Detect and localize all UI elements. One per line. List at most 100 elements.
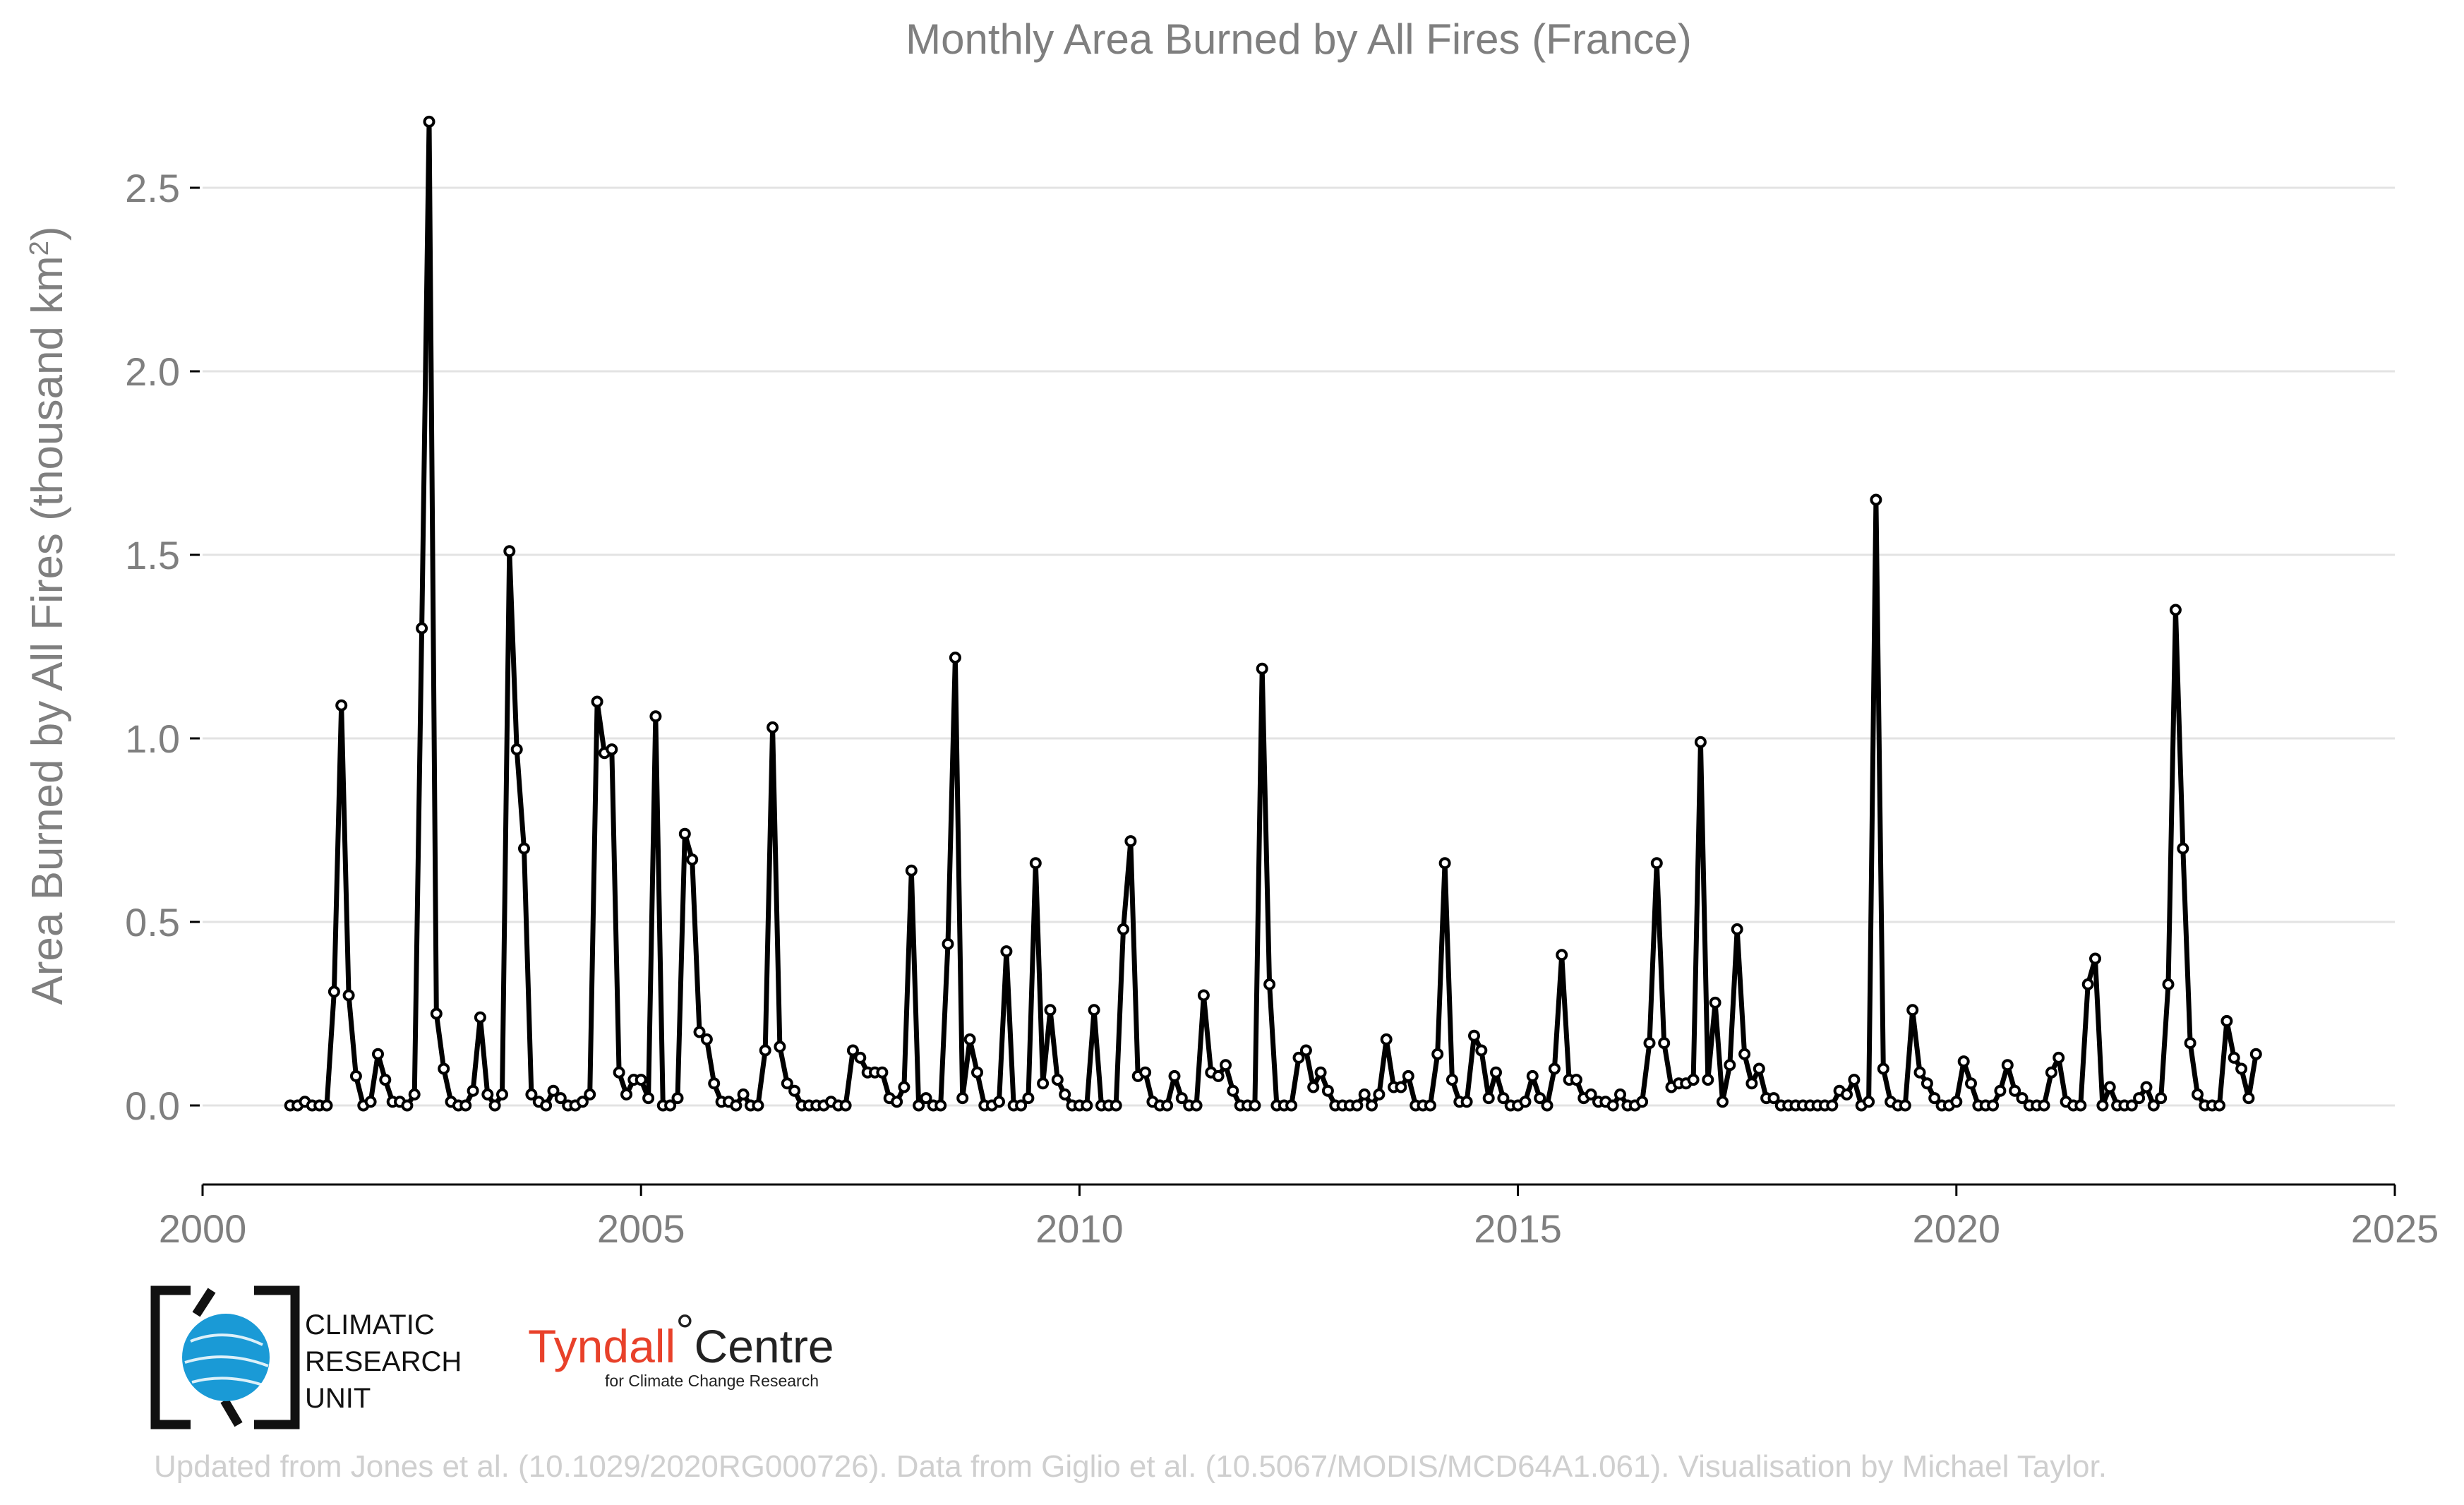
data-point-164 [1482,1092,1495,1105]
data-point-94 [971,1066,983,1079]
tyndall-name-dark: Centre [695,1320,834,1372]
data-point-259 [2177,842,2189,855]
data-point-31 [510,743,523,756]
y-axis-label: Area Burned by All Fires (thousand km2) [23,226,72,1005]
data-point-152 [1395,1081,1407,1093]
y-tick-label-4: 2.0 [125,349,180,394]
data-point-28 [488,1099,501,1112]
data-point-186 [1643,1037,1656,1050]
data-point-242 [2053,1051,2065,1064]
data-point-54 [678,827,691,840]
data-point-67 [774,1041,786,1053]
data-point-134 [1263,978,1276,990]
data-point-254 [2140,1081,2153,1093]
data-point-146 [1351,1099,1364,1112]
tyndall-logo: Tyndall°Centre for Climate Change Resear… [528,1305,834,1390]
cru-logo: CLIMATIC RESEARCH UNIT [150,1285,462,1429]
data-point-35 [540,1099,553,1112]
data-point-268 [2242,1092,2255,1105]
data-point-173 [1548,1062,1561,1075]
data-point-149 [1373,1088,1386,1101]
data-point-248 [2096,1099,2109,1112]
data-point-137 [1285,1099,1298,1112]
data-point-77 [846,1044,859,1057]
data-point-76 [839,1099,852,1112]
data-point-217 [1870,493,1882,506]
data-point-102 [1029,857,1042,870]
data-point-89 [934,1099,947,1112]
data-point-86 [913,1099,925,1112]
data-point-64 [752,1099,764,1112]
data-point-162 [1468,1029,1480,1042]
data-point-42 [591,695,603,708]
data-point-200 [1745,1077,1758,1090]
data-point-256 [2155,1092,2168,1105]
data-point-269 [2249,1048,2262,1060]
data-point-161 [1460,1096,1473,1108]
data-point-213 [1841,1088,1853,1101]
cru-bracket-slash-top [192,1288,216,1317]
x-tick-label-1: 2005 [597,1206,685,1251]
data-point-192 [1687,1074,1700,1086]
data-point-247 [2089,952,2101,965]
y-tick-label-2: 1.0 [125,716,180,761]
data-point-255 [2147,1099,2160,1112]
data-point-33 [525,1088,538,1101]
cru-bracket-left [150,1285,191,1429]
x-tick-label-3: 2015 [1474,1206,1562,1251]
x-tick-label-2: 2010 [1035,1206,1124,1251]
data-point-49 [642,1092,655,1105]
data-point-166 [1497,1092,1510,1105]
data-point-66 [767,721,779,733]
data-point-120 [1161,1099,1174,1112]
data-point-26 [474,1011,486,1024]
data-point-221 [1899,1099,1911,1112]
data-point-85 [905,864,918,877]
data-point-185 [1636,1096,1649,1108]
data-point-171 [1534,1092,1546,1105]
data-point-260 [2184,1037,2196,1050]
x-tick-label-4: 2020 [1913,1206,2001,1251]
data-point-128 [1220,1059,1232,1072]
data-point-21 [438,1062,450,1075]
data-point-13 [379,1074,392,1086]
data-point-124 [1190,1099,1203,1112]
data-point-147 [1358,1088,1371,1101]
data-point-121 [1168,1069,1181,1082]
data-point-109 [1081,1099,1093,1112]
cru-line-1: CLIMATIC [305,1309,435,1341]
data-point-234 [1994,1084,2007,1097]
data-point-101 [1022,1092,1035,1105]
data-point-8 [342,989,355,1002]
y-axis-ticks: 0.0 0.5 1.0 1.5 2.0 2.5 [125,166,200,1128]
data-point-197 [1724,1059,1736,1072]
data-point-233 [1987,1099,2000,1112]
x-tick-label-5: 2025 [2351,1206,2439,1251]
tyndall-name-red: Tyndall [528,1320,675,1372]
data-point-178 [1585,1088,1597,1101]
data-point-159 [1446,1074,1458,1086]
data-point-106 [1059,1088,1071,1101]
data-point-97 [993,1096,1005,1108]
data-point-18 [416,622,428,635]
data-point-32 [518,842,530,855]
data-point-41 [584,1088,596,1101]
data-point-110 [1088,1004,1100,1017]
tyndall-subtitle: for Climate Change Research [605,1372,819,1390]
data-point-148 [1366,1099,1378,1112]
data-point-224 [1921,1077,1933,1090]
data-point-117 [1139,1066,1152,1079]
tyndall-name: Tyndall°Centre [528,1305,834,1372]
data-point-174 [1556,949,1568,961]
data-point-114 [1117,923,1129,935]
data-point-83 [891,1096,903,1108]
data-point-236 [2009,1084,2021,1097]
data-point-138 [1292,1051,1305,1064]
data-point-245 [2074,1099,2087,1112]
data-point-187 [1650,857,1663,870]
data-point-265 [2220,1014,2233,1027]
data-point-46 [620,1088,632,1101]
data-point-52 [664,1099,677,1112]
data-point-264 [2213,1099,2225,1112]
